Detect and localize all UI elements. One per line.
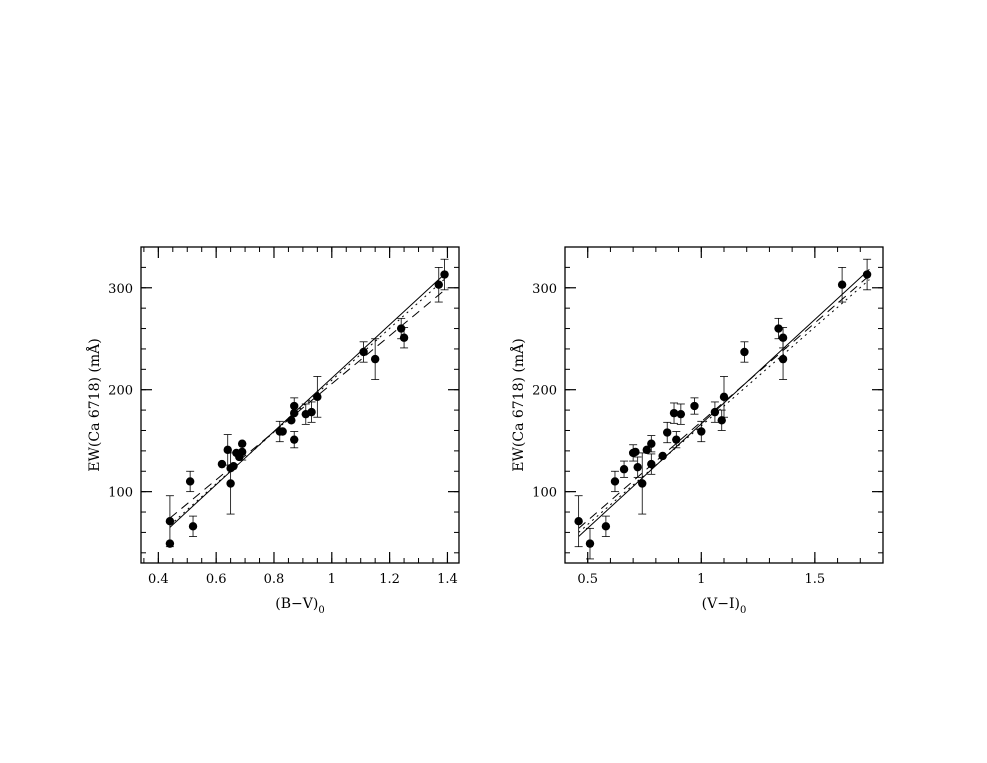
data-point <box>313 392 322 402</box>
y-axis-title: EW(Ca 6718) (mÅ) <box>509 338 527 471</box>
data-point <box>290 408 299 418</box>
data-point <box>669 408 679 418</box>
data-point <box>638 479 647 488</box>
y-tick-label: 300 <box>532 282 557 297</box>
y-axis-title: EW(Ca 6718) (mÅ) <box>85 338 103 471</box>
data-point <box>287 416 296 425</box>
data-point <box>631 447 640 457</box>
data-point <box>290 435 299 444</box>
y-tick-label: 300 <box>108 282 133 297</box>
x-tick-label: 0.6 <box>206 572 227 587</box>
data-point <box>672 435 681 444</box>
data-point <box>574 517 583 526</box>
data-point <box>370 354 380 364</box>
data-point <box>774 324 783 333</box>
x-tick-label: 0.8 <box>264 572 285 587</box>
fit-line-dashed <box>169 287 448 519</box>
chart-panel-2: 0.5 1 1.5 100 200 300 (V−I)0 EW(Ca 6718) (mÅ) <box>509 246 884 616</box>
data-point <box>359 347 368 357</box>
data-point <box>440 270 449 279</box>
data-point <box>647 439 656 448</box>
data-point <box>717 416 726 425</box>
fit-line-dashed <box>578 275 870 529</box>
data-point <box>601 522 611 531</box>
y-tick-label: 100 <box>532 486 557 501</box>
x-tick-label: 1 <box>697 572 705 587</box>
y-tick-label: 200 <box>108 384 133 399</box>
fit-line-solid <box>169 271 448 528</box>
y-tick-label: 200 <box>532 384 557 399</box>
x-tick-label: 1.5 <box>805 572 826 587</box>
data-point <box>690 401 699 411</box>
data-point <box>676 409 686 419</box>
data-point <box>226 479 235 488</box>
data-point <box>740 347 749 357</box>
data-point <box>185 477 195 486</box>
data-point <box>585 539 595 548</box>
data-point <box>223 445 232 455</box>
data-point <box>619 465 629 474</box>
y-tick-label: 100 <box>108 486 133 501</box>
data-point <box>229 461 238 471</box>
data-point <box>862 270 872 279</box>
x-axis-title: (V−I)0 <box>702 596 747 616</box>
chart-panel-1: 0.4 0.6 0.8 1 1.2 1.4 100 200 300 (B−V)0 EW(Ca 671… <box>85 246 460 616</box>
x-tick-label: 0.4 <box>148 572 169 587</box>
data-point <box>188 522 198 531</box>
x-axis-title-subscript: 0 <box>318 605 324 616</box>
data-point <box>663 428 672 437</box>
data-point <box>399 333 409 342</box>
data-point <box>278 427 287 436</box>
x-tick-label: 1 <box>328 572 336 587</box>
x-axis-title: (B−V)0 <box>275 596 324 616</box>
data-point <box>307 407 316 417</box>
data-point <box>710 407 720 417</box>
data-point <box>697 427 706 436</box>
fit-line-dotted <box>169 276 448 526</box>
plot-frame <box>140 246 460 564</box>
data-point <box>396 324 406 333</box>
data-point <box>165 539 175 548</box>
x-axis-title-subscript: 0 <box>740 605 746 616</box>
x-tick-label: 1.4 <box>437 572 458 587</box>
x-tick-label: 0.5 <box>577 572 598 587</box>
data-point <box>778 354 788 364</box>
data-point <box>237 447 247 457</box>
data-point <box>647 459 656 469</box>
data-point <box>217 459 227 469</box>
data-point <box>237 439 247 448</box>
data-point <box>165 517 175 526</box>
data-point <box>633 462 642 472</box>
data-point <box>610 477 620 486</box>
x-tick-label: 1.2 <box>379 572 400 587</box>
data-point <box>778 333 788 342</box>
data-point <box>290 401 299 411</box>
data-point <box>658 451 667 461</box>
data-point <box>434 280 443 289</box>
data-point <box>719 392 729 402</box>
data-point <box>837 280 847 289</box>
